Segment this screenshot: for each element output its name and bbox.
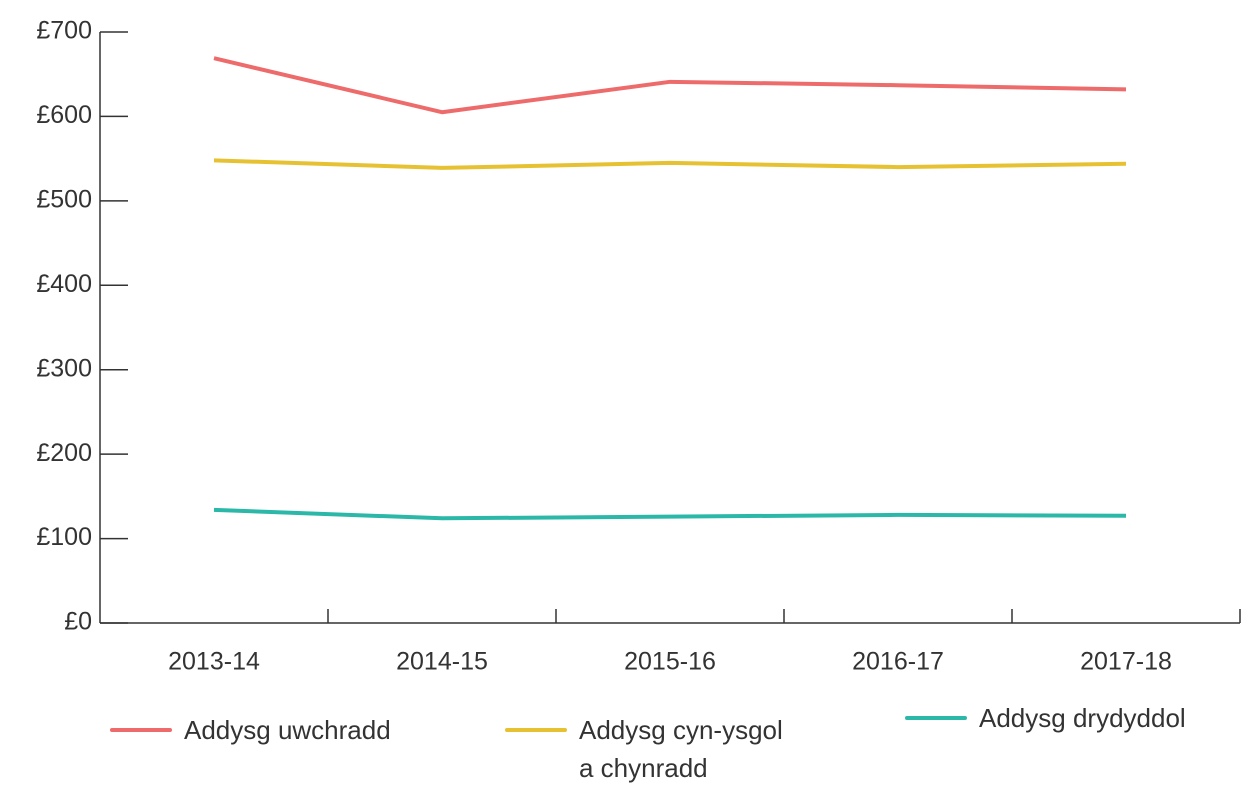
y-tick-label: £200 <box>36 439 92 467</box>
line <box>213 56 1127 115</box>
y-tick-label: £0 <box>64 608 92 636</box>
legend-label: Addysg cyn-ysgol a chynradd <box>579 715 783 783</box>
y-tick-label: £100 <box>36 523 92 551</box>
x-tick-label: 2016-17 <box>852 648 944 676</box>
x-tick-label: 2013-14 <box>168 648 260 676</box>
chart: £0 £100 £200 £300 £400 £500 £600 £700 2013-14 201… <box>36 17 1241 676</box>
legend-label: Addysg drydyddol <box>979 703 1186 733</box>
line <box>213 507 1127 521</box>
legend-item: Addysg drydyddol <box>905 699 1245 737</box>
legend-item: Addysg cyn-ysgol a chynradd <box>505 711 795 787</box>
legend-item: Addysg uwchradd <box>110 711 410 749</box>
x-tick-label: 2017-18 <box>1080 648 1172 676</box>
y-tick-label: £700 <box>36 17 92 45</box>
line <box>213 158 1127 170</box>
x-tick-label: 2014-15 <box>396 648 488 676</box>
y-tick-label: £400 <box>36 270 92 298</box>
legend-swatch <box>110 728 172 732</box>
x-tick-label: 2015-16 <box>624 648 716 676</box>
legend-swatch <box>905 716 967 720</box>
y-tick-label: £300 <box>36 354 92 382</box>
y-tick-label: £500 <box>36 185 92 213</box>
legend-label: Addysg uwchradd <box>184 715 391 745</box>
legend-swatch <box>505 728 567 732</box>
y-tick-label: £600 <box>36 101 92 129</box>
